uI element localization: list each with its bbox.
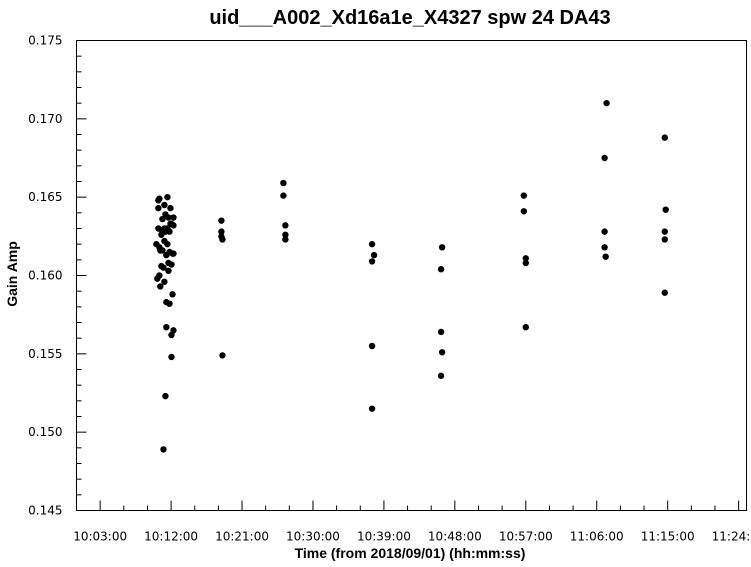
- data-point: [159, 247, 166, 254]
- data-point: [282, 231, 289, 238]
- data-point: [437, 372, 445, 379]
- data-point: [522, 259, 529, 267]
- data-point: [282, 236, 289, 243]
- data-point: [370, 251, 378, 259]
- data-point: [219, 236, 226, 243]
- y-tick-label: 0.165: [28, 190, 62, 204]
- x-tick-label: 11:06:00: [570, 530, 624, 544]
- data-point: [168, 353, 175, 361]
- data-point: [218, 217, 225, 224]
- y-tick-label: 0.175: [28, 34, 62, 48]
- data-point: [280, 179, 287, 187]
- data-point: [282, 222, 289, 229]
- y-axis-ticks: 0.145 0.150 0.155 0.160 0.165 0.170 0.175: [28, 34, 87, 518]
- y-tick-label: 0.145: [28, 504, 62, 518]
- x-tick-label: 11:24:00: [712, 530, 751, 544]
- data-point: [601, 228, 608, 235]
- data-point: [368, 240, 376, 248]
- x-tick-label: 10:12:00: [144, 530, 198, 544]
- data-points: [153, 99, 669, 453]
- data-point: [438, 244, 446, 251]
- data-point: [661, 236, 668, 243]
- data-point: [218, 228, 225, 235]
- chart-title: uid___A002_Xd16a1e_X4327 spw 24 DA43: [209, 7, 610, 29]
- data-point: [368, 258, 376, 265]
- data-point: [167, 204, 174, 212]
- data-point: [155, 204, 162, 212]
- data-point: [603, 99, 610, 107]
- data-point: [661, 228, 668, 235]
- data-point: [662, 206, 669, 213]
- x-tick-label: 10:21:00: [215, 530, 269, 544]
- x-axis-ticks: 10:03:00 10:12:00 10:21:00 10:30:00 10:39:00…: [73, 500, 751, 544]
- data-point: [169, 291, 176, 298]
- data-point: [160, 264, 167, 271]
- data-point: [368, 342, 376, 350]
- x-tick-label: 10:48:00: [428, 530, 482, 544]
- data-point: [368, 405, 376, 412]
- x-axis-label: Time (from 2018/09/01) (hh:mm:ss): [295, 545, 526, 561]
- data-point: [661, 289, 668, 296]
- data-point: [520, 208, 528, 215]
- data-point: [219, 352, 226, 359]
- data-point: [162, 392, 169, 400]
- data-point: [170, 327, 177, 334]
- x-tick-label: 11:15:00: [641, 530, 695, 544]
- data-point: [160, 446, 167, 453]
- data-point: [165, 214, 172, 221]
- data-point: [522, 324, 529, 331]
- x-tick-label: 10:30:00: [286, 530, 340, 544]
- data-point: [168, 261, 175, 268]
- data-point: [602, 253, 609, 260]
- data-point: [157, 283, 164, 290]
- data-point: [165, 267, 172, 274]
- data-point: [522, 255, 529, 262]
- data-point: [170, 222, 177, 229]
- x-tick-label: 10:03:00: [73, 530, 127, 544]
- data-point: [156, 272, 163, 279]
- data-point: [438, 349, 446, 356]
- data-point: [661, 134, 668, 141]
- data-point: [437, 266, 445, 273]
- y-tick-label: 0.150: [28, 425, 62, 439]
- x-tick-label: 10:57:00: [499, 530, 553, 544]
- y-axis-label: Gain Amp: [4, 241, 20, 307]
- data-point: [164, 193, 171, 201]
- data-point: [166, 300, 173, 307]
- plot-frame: [76, 40, 747, 511]
- y-tick-label: 0.155: [28, 347, 62, 361]
- data-point: [601, 154, 608, 162]
- data-point: [161, 278, 168, 285]
- data-point: [161, 201, 168, 209]
- x-tick-label: 10:39:00: [357, 530, 411, 544]
- data-point: [156, 195, 163, 202]
- data-point: [159, 215, 166, 223]
- data-point: [280, 192, 287, 199]
- data-point: [601, 244, 608, 251]
- data-point: [170, 214, 177, 221]
- data-point: [164, 240, 171, 248]
- data-point: [520, 192, 528, 199]
- data-point: [170, 250, 177, 257]
- data-point: [437, 328, 445, 336]
- data-point: [166, 228, 173, 235]
- data-point: [163, 324, 170, 331]
- y-tick-label: 0.170: [28, 112, 62, 126]
- y-tick-label: 0.160: [28, 269, 62, 283]
